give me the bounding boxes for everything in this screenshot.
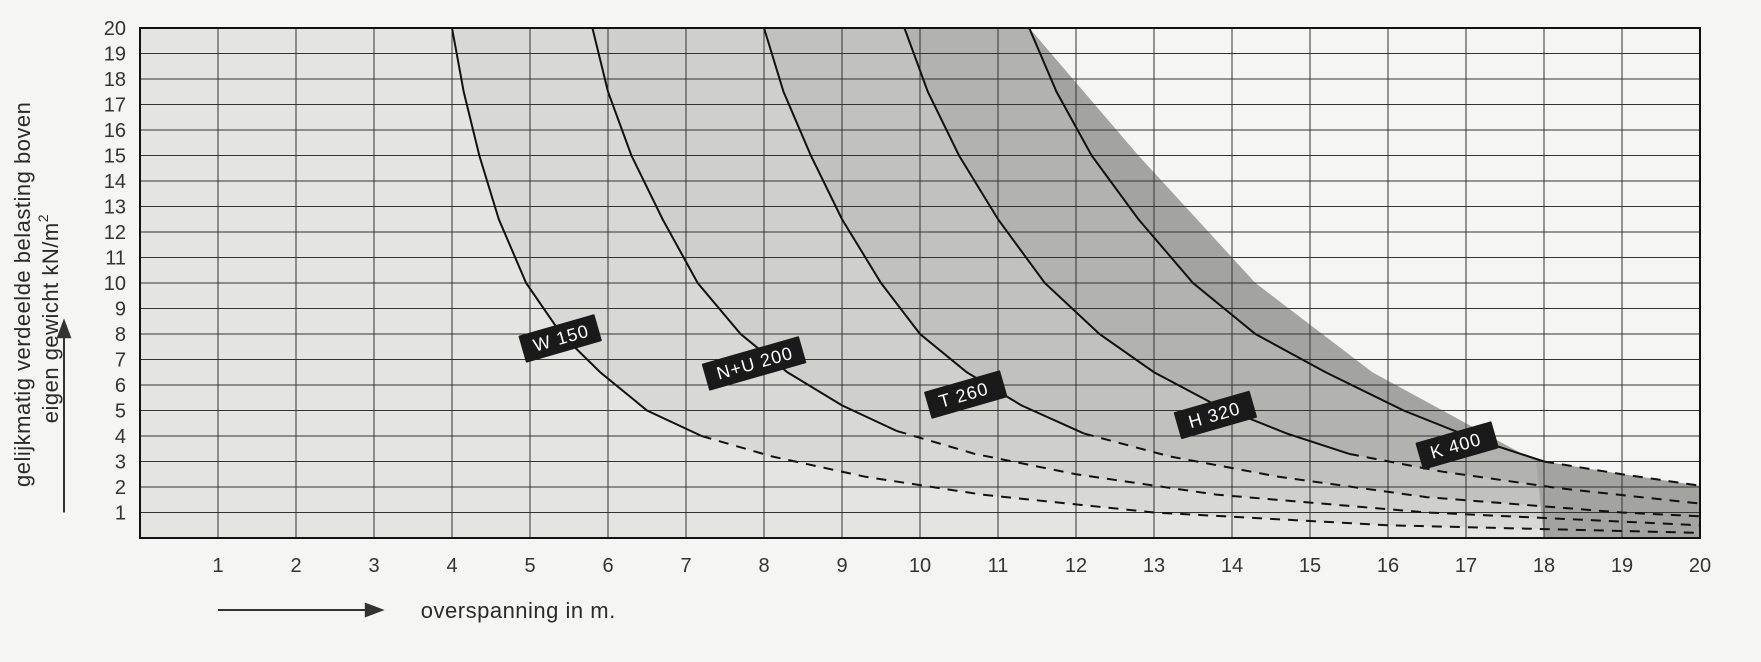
y-tick: 8 [115, 324, 126, 346]
x-tick: 11 [988, 555, 1009, 577]
y-tick: 6 [115, 375, 126, 397]
x-tick: 1 [212, 555, 223, 577]
x-tick: 14 [1221, 555, 1243, 577]
x-axis-label: overspanning in m. [421, 598, 616, 623]
y-tick: 15 [104, 146, 126, 168]
x-tick: 2 [290, 555, 301, 577]
y-tick: 10 [104, 273, 126, 295]
y-tick: 18 [104, 69, 126, 91]
x-tick: 9 [836, 555, 847, 577]
y-tick: 4 [115, 426, 126, 448]
x-tick: 20 [1689, 555, 1711, 577]
x-tick: 6 [602, 555, 613, 577]
x-tick: 16 [1377, 555, 1399, 577]
y-tick: 14 [104, 171, 126, 193]
x-tick: 5 [524, 555, 535, 577]
y-axis-label-1: gelijkmatig verdeelde belasting boven [10, 102, 35, 487]
x-tick: 18 [1533, 555, 1555, 577]
x-tick: 19 [1611, 555, 1633, 577]
y-tick: 17 [104, 95, 126, 117]
y-axis-label-2: eigen gewicht kN/m2 [35, 214, 63, 423]
x-tick: 10 [909, 555, 931, 577]
y-tick: 20 [104, 18, 126, 40]
y-tick: 11 [105, 248, 126, 270]
load-span-chart: W 150N+U 200T 260H 320K 4001234567891011… [0, 0, 1761, 662]
y-tick: 13 [104, 197, 126, 219]
y-tick: 5 [115, 401, 126, 423]
x-tick: 7 [680, 555, 691, 577]
x-tick: 4 [446, 555, 457, 577]
y-tick: 3 [115, 452, 126, 474]
x-tick: 3 [368, 555, 379, 577]
y-tick: 1 [115, 503, 126, 525]
x-tick: 15 [1299, 555, 1321, 577]
x-tick: 13 [1143, 555, 1165, 577]
x-tick: 17 [1455, 555, 1477, 577]
y-tick: 12 [104, 222, 126, 244]
y-tick: 7 [115, 350, 126, 372]
y-tick: 9 [115, 299, 126, 321]
y-tick: 16 [104, 120, 126, 142]
y-tick: 2 [115, 477, 126, 499]
x-tick: 12 [1065, 555, 1087, 577]
x-tick: 8 [758, 555, 769, 577]
y-tick: 19 [104, 44, 126, 66]
